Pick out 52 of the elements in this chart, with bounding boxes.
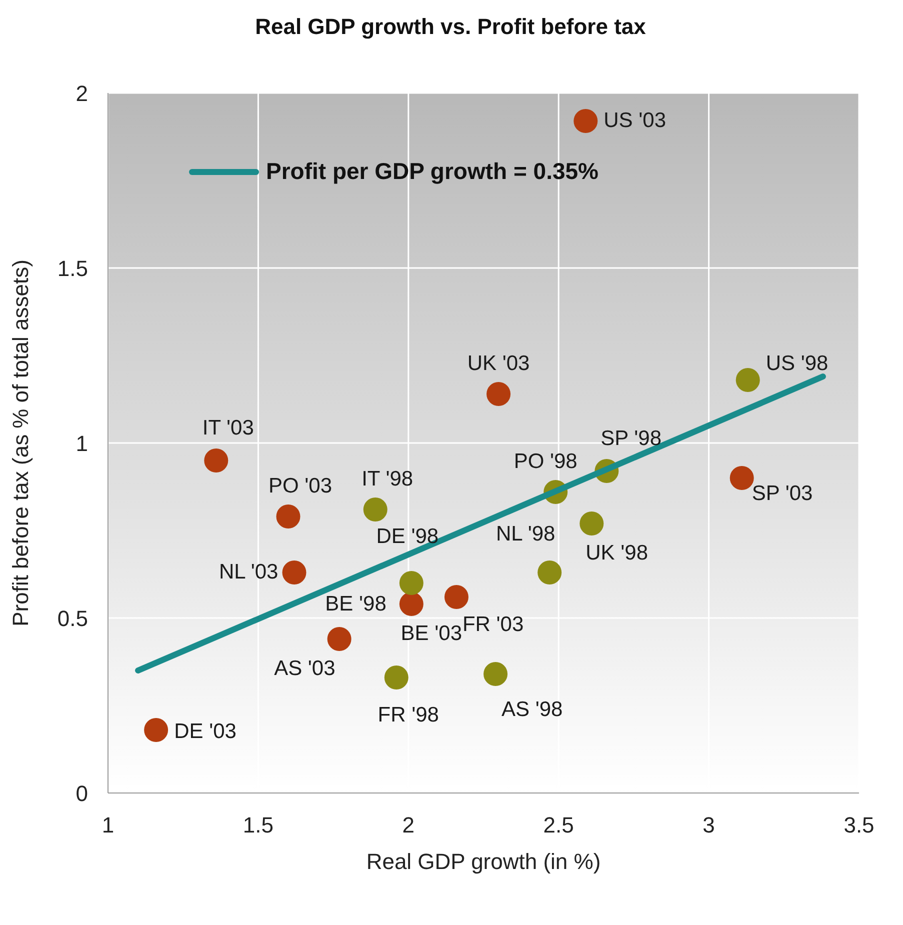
annotation: UK '03 [467,352,530,375]
x-tick-label: 2.5 [543,812,574,838]
annotation: PO '98 [514,450,578,473]
point [538,560,562,584]
point [399,592,424,616]
annotation: NL '98 [496,522,556,546]
x-tick-label: 3.5 [844,812,874,838]
point [444,585,468,609]
point [327,627,352,651]
y-axis-title: Profit before tax (as % of total assets) [8,260,33,626]
x-tick-label: 1.5 [242,812,274,838]
chart-title: Real GDP growth vs. Profit before tax [254,14,647,40]
annotation: AS '98 [502,698,563,721]
point [484,662,508,686]
y-tick-label: 0 [76,780,88,806]
y-tick-label: 1 [76,430,88,456]
annotation: US '03 [604,109,666,132]
point [282,560,306,584]
point [574,109,598,133]
x-tick-label: 1 [102,812,114,838]
point [204,448,228,472]
annotation: PO '03 [268,474,332,498]
annotation: US '98 [766,352,828,375]
y-tick-label: 1.5 [57,256,88,281]
annotation: SP '03 [752,482,813,505]
x-tick-label: 3 [702,812,715,838]
legend-label: Profit per GDP growth = 0.35% [266,158,599,185]
point [276,504,300,528]
annotation: AS '03 [274,657,336,680]
annotation: BE '98 [325,592,386,616]
annotation: FR '03 [462,613,524,636]
annotation: FR '98 [378,704,439,726]
annotation: DE '03 [174,720,236,743]
y-tick-label: 2 [76,80,88,106]
annotation: BE '03 [400,622,462,645]
point [144,718,168,742]
annotation: IT '03 [202,416,254,440]
point [580,512,604,536]
point [384,666,408,690]
x-axis-title: Real GDP growth (in %) [366,849,601,874]
annotation: NL '03 [218,560,278,584]
point [486,382,511,406]
annotation: DE '98 [376,525,439,548]
annotation: UK '98 [586,542,648,564]
x-tick-label: 2 [402,812,415,838]
point [736,368,760,392]
point [730,466,754,490]
y-tick-label: 0.5 [57,606,88,631]
point [363,498,388,522]
annotation: IT '98 [362,468,414,490]
point [399,571,424,595]
annotation: SP '98 [600,427,662,450]
